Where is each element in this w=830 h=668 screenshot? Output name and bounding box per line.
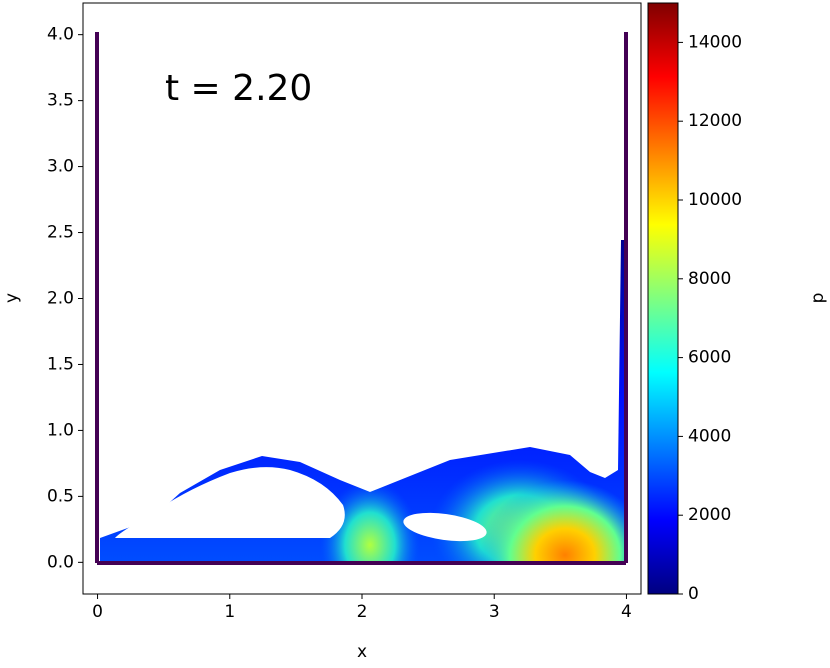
colorbar: [647, 2, 679, 595]
y-tick-label: 2.5: [47, 223, 74, 243]
y-axis-label: y: [2, 293, 22, 303]
x-tick-label: 1: [224, 602, 235, 622]
colorbar-tick-label: 2000: [688, 505, 731, 525]
x-axis-label: x: [357, 642, 367, 662]
colorbar-tick-label: 10000: [688, 190, 742, 210]
y-tick-label: 1.5: [47, 354, 74, 374]
colorbar-label: p: [808, 293, 828, 304]
x-tick-label: 3: [489, 602, 500, 622]
y-tick-label: 0.5: [47, 486, 74, 506]
cavity: [403, 512, 487, 542]
colorbar-tick-label: 14000: [688, 32, 742, 52]
y-tick-label: 3.0: [47, 157, 74, 177]
time-annotation: t = 2.20: [165, 68, 312, 109]
y-tick-label: 3.5: [47, 91, 74, 111]
x-tick-label: 2: [357, 602, 368, 622]
x-tick-label: 0: [92, 602, 103, 622]
colorbar-tick-label: 12000: [688, 111, 742, 131]
x-tick-label: 4: [621, 602, 632, 622]
colorbar-tick-label: 4000: [688, 426, 731, 446]
colorbar-tick-label: 6000: [688, 348, 731, 368]
y-tick-label: 1.0: [47, 420, 74, 440]
colorbar-tick-label: 8000: [688, 269, 731, 289]
y-tick-label: 0.0: [47, 552, 74, 572]
plot-area: t = 2.20: [82, 2, 642, 595]
y-tick-label: 2.0: [47, 289, 74, 309]
y-tick-label: 4.0: [47, 25, 74, 45]
cavity: [115, 467, 345, 538]
colorbar-tick-label: 0: [688, 584, 699, 604]
